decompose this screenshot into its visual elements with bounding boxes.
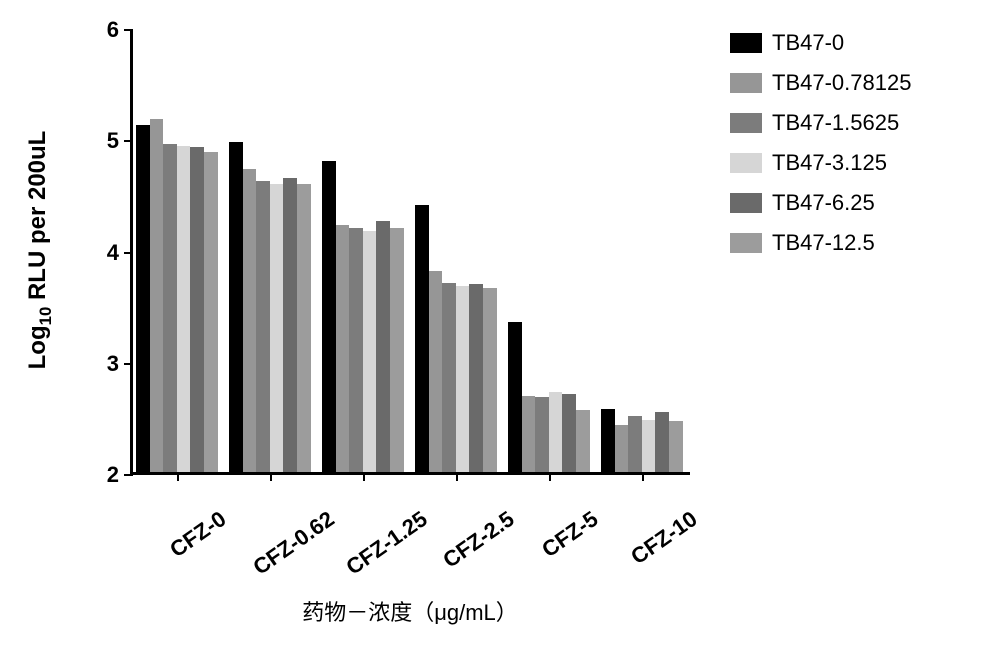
- legend-label: TB47-0.78125: [772, 70, 911, 96]
- x-tick: [456, 472, 458, 481]
- bar: [576, 410, 590, 472]
- bar: [204, 152, 218, 472]
- x-tick-label: CFZ-0: [165, 506, 231, 563]
- legend-swatch: [730, 233, 762, 253]
- bar: [150, 119, 164, 472]
- x-tick-label: CFZ-2.5: [438, 506, 519, 574]
- y-tick-label: 5: [93, 128, 119, 154]
- legend-item: TB47-12.5: [730, 230, 911, 256]
- bar: [229, 142, 243, 472]
- bar: [508, 322, 522, 472]
- y-tick-label: 2: [93, 462, 119, 488]
- bar: [469, 284, 483, 472]
- bar: [190, 147, 204, 472]
- bar: [483, 288, 497, 472]
- x-tick: [363, 472, 365, 481]
- bar: [562, 394, 576, 472]
- bar: [283, 178, 297, 472]
- bar: [442, 283, 456, 472]
- legend-item: TB47-0.78125: [730, 70, 911, 96]
- legend-label: TB47-12.5: [772, 230, 875, 256]
- bar: [363, 231, 377, 472]
- legend-swatch: [730, 73, 762, 93]
- legend-label: TB47-6.25: [772, 190, 875, 216]
- bar: [349, 228, 363, 472]
- legend-swatch: [730, 113, 762, 133]
- bar: [336, 225, 350, 472]
- bar: [270, 184, 284, 472]
- y-tick: [124, 363, 133, 365]
- bar: [655, 412, 669, 472]
- x-axis-label: 药物－浓度（μg/mL）: [302, 595, 518, 627]
- legend-label: TB47-0: [772, 30, 844, 56]
- legend-swatch: [730, 193, 762, 213]
- legend: TB47-0 TB47-0.78125 TB47-1.5625 TB47-3.125 T…: [730, 30, 911, 270]
- y-tick-label: 3: [93, 351, 119, 377]
- x-tick: [642, 472, 644, 481]
- bar: [163, 144, 177, 472]
- bar: [615, 425, 629, 472]
- x-tick-label: CFZ-1.25: [341, 506, 432, 581]
- bar: [549, 392, 563, 472]
- chart-container: Log10 RLU per 200uL 23456CFZ-0CFZ-0.62CF…: [50, 20, 950, 650]
- bar: [522, 396, 536, 472]
- bar: [415, 205, 429, 472]
- legend-label: TB47-3.125: [772, 150, 887, 176]
- legend-label: TB47-1.5625: [772, 110, 899, 136]
- y-tick-label: 6: [93, 17, 119, 43]
- legend-swatch: [730, 153, 762, 173]
- legend-swatch: [730, 33, 762, 53]
- y-tick-label: 4: [93, 240, 119, 266]
- bar: [456, 286, 470, 472]
- bar: [390, 228, 404, 472]
- x-tick: [270, 472, 272, 481]
- bar: [376, 221, 390, 472]
- bar: [601, 409, 615, 472]
- bar: [642, 420, 656, 472]
- bar: [177, 146, 191, 472]
- bar: [322, 161, 336, 473]
- bar: [429, 271, 443, 472]
- y-tick: [124, 474, 133, 476]
- bar: [628, 416, 642, 472]
- bar: [136, 125, 150, 472]
- bar: [256, 181, 270, 472]
- bar: [669, 421, 683, 472]
- bar: [243, 169, 257, 472]
- x-tick-label: CFZ-0.62: [248, 506, 339, 581]
- legend-item: TB47-1.5625: [730, 110, 911, 136]
- x-tick-label: CFZ-5: [537, 506, 603, 563]
- x-tick: [177, 472, 179, 481]
- legend-item: TB47-0: [730, 30, 911, 56]
- y-axis-label: Log10 RLU per 200uL: [24, 131, 56, 370]
- y-tick: [124, 140, 133, 142]
- bar: [535, 397, 549, 472]
- bar: [297, 184, 311, 472]
- x-tick-label: CFZ-10: [626, 506, 702, 570]
- legend-item: TB47-6.25: [730, 190, 911, 216]
- x-tick: [549, 472, 551, 481]
- y-tick: [124, 252, 133, 254]
- legend-item: TB47-3.125: [730, 150, 911, 176]
- y-tick: [124, 29, 133, 31]
- plot-area: 23456CFZ-0CFZ-0.62CFZ-1.25CFZ-2.5CFZ-5CF…: [130, 30, 690, 475]
